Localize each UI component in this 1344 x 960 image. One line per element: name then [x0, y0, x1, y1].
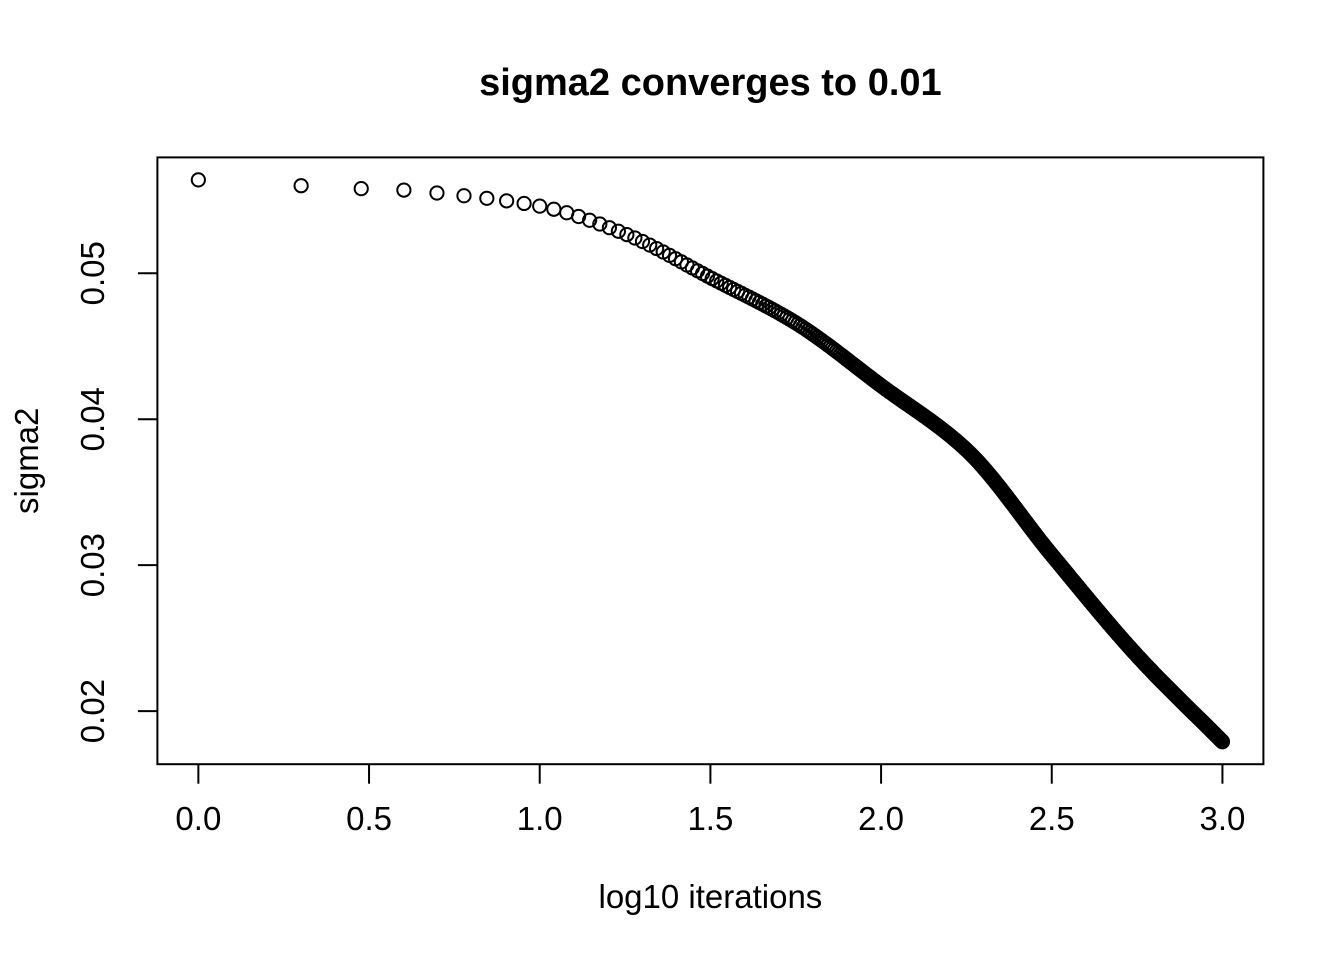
data-point	[627, 230, 643, 246]
x-tick-label: 0.5	[346, 800, 392, 837]
data-point	[293, 178, 309, 194]
data-point	[582, 212, 598, 228]
data-point	[396, 182, 412, 198]
plot-frame	[156, 156, 1265, 766]
data-point	[499, 193, 515, 209]
x-axis-label: log10 iterations	[598, 878, 822, 915]
data-point	[456, 188, 472, 204]
data-point	[1214, 734, 1231, 750]
y-axis-label: sigma2	[8, 408, 45, 514]
data-point	[532, 198, 548, 214]
x-tick-label: 1.0	[517, 800, 563, 837]
data-point	[353, 181, 369, 197]
chart-title: sigma2 converges to 0.01	[479, 62, 942, 104]
x-tick-label: 2.0	[858, 800, 904, 837]
data-point	[610, 223, 626, 239]
data-point	[601, 220, 618, 236]
x-tick-label: 1.5	[687, 800, 733, 837]
data-points-layer	[190, 172, 1231, 750]
y-tick-label: 0.02	[74, 679, 111, 743]
axes-layer: 0.0 0.5 1.0 1.5 2.0 2.5 3.0 0.02 0.03 0.04 0.05	[74, 241, 1245, 837]
data-point	[592, 216, 608, 232]
data-point	[546, 201, 562, 217]
x-tick-label: 0.0	[175, 800, 221, 837]
data-point	[516, 195, 532, 212]
data-point	[479, 190, 495, 206]
data-point	[619, 226, 635, 243]
x-tick-label: 3.0	[1199, 800, 1245, 837]
x-tick-label: 2.5	[1029, 800, 1075, 837]
y-tick-label: 0.04	[74, 387, 111, 451]
data-point	[634, 233, 651, 250]
y-tick-label: 0.05	[74, 241, 111, 305]
data-point	[429, 185, 445, 201]
y-tick-label: 0.03	[74, 533, 111, 597]
data-point	[190, 172, 206, 188]
